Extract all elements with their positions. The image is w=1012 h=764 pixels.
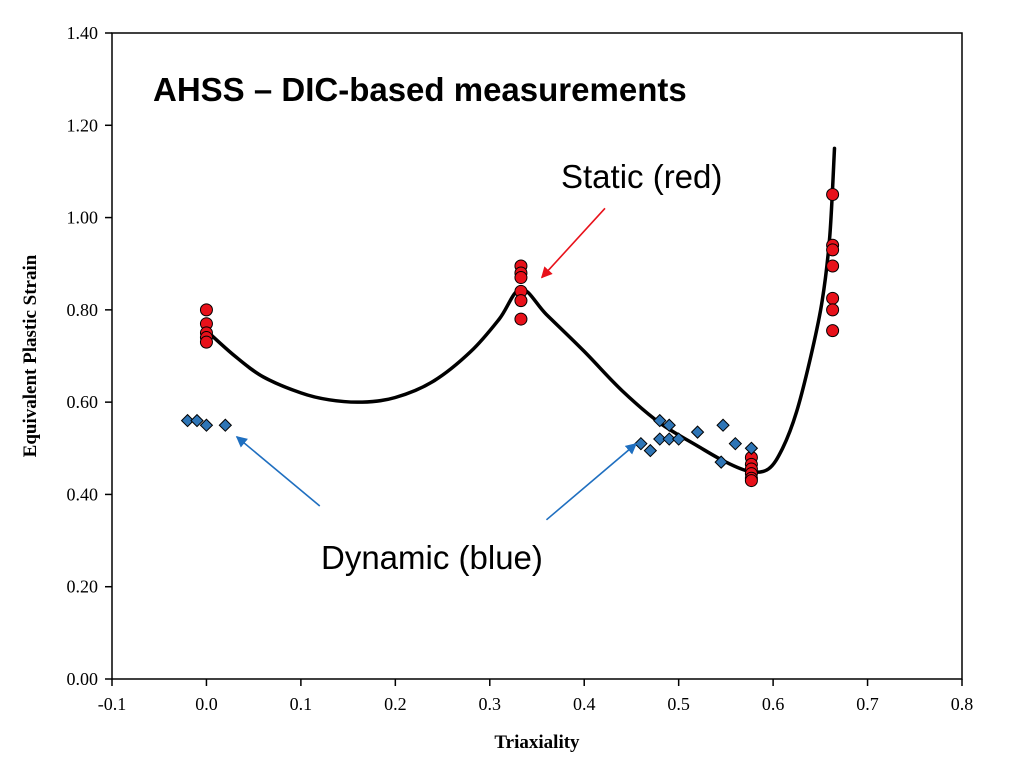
x-tick-label: 0.4 [573,694,596,714]
y-tick-label: 1.40 [67,23,99,43]
annotation-arrows [235,207,638,521]
y-axis-title: Equivalent Plastic Strain [20,254,41,457]
dynamic-data-point [653,432,667,446]
static-data-point [744,474,758,488]
dynamic-data-point [190,413,204,428]
fracture-locus-curve [204,146,837,474]
static-series [199,188,840,488]
static-data-point [826,303,840,317]
y-tick-label: 0.40 [67,484,99,504]
dynamic-data-point [744,441,759,455]
dynamic-data-point [662,432,676,446]
static-data-point [199,303,213,317]
x-tick-label: 0.2 [384,694,407,714]
x-tick-label: 0.0 [195,694,218,714]
annotation-static-label: Static (red) [561,158,722,195]
dynamic-data-point [714,455,728,469]
dynamic-data-point [728,436,743,451]
dynamic-series [180,413,759,469]
annotation-arrow-static [540,207,606,279]
static-data-point [199,335,213,349]
dynamic-data-point [218,418,233,432]
static-data-point [514,271,528,285]
x-axis-title: Triaxiality [494,732,580,753]
annotation-dynamic-label: Dynamic (blue) [321,539,543,576]
x-tick-label: 0.5 [667,694,690,714]
static-data-point [826,324,840,338]
static-data-point [826,188,840,201]
static-data-point [826,243,840,257]
x-tick-label: 0.7 [856,694,879,714]
dynamic-data-point [671,432,686,446]
x-tick-label: 0.1 [290,694,313,714]
x-axis-ticks: -0.1 0.0 0.1 0.2 0.3 0.4 0.5 0.6 0.7 0.8 [98,679,974,714]
dynamic-data-point [662,418,676,432]
y-tick-label: 0.20 [67,577,99,597]
annotation-arrow-dynamic [545,442,638,521]
static-data-point [826,259,840,273]
static-data-point [514,294,528,308]
static-data-point [826,291,840,305]
y-tick-label: 0.60 [67,392,99,412]
y-tick-label: 1.00 [67,208,99,228]
dynamic-data-point [653,413,667,428]
dynamic-data-point [199,418,214,432]
y-axis-ticks: 0.00 0.20 0.40 0.60 0.80 1.00 1.20 1.40 [67,23,112,689]
annotation-arrow-dynamic [235,436,321,507]
y-tick-label: 0.00 [67,669,99,689]
y-tick-label: 1.20 [67,115,99,135]
x-tick-label: 0.8 [951,694,974,714]
dynamic-data-point [180,413,195,428]
dynamic-data-point [690,425,705,439]
dynamic-data-point [716,418,730,432]
x-tick-label: -0.1 [98,694,127,714]
chart-title: AHSS – DIC-based measurements [153,71,687,108]
x-tick-label: 0.3 [479,694,502,714]
dynamic-data-point [634,436,648,451]
plot-area-frame [111,32,963,680]
dynamic-data-point [643,443,658,458]
static-data-point [514,312,528,326]
y-tick-label: 0.80 [67,300,99,320]
x-tick-label: 0.6 [762,694,785,714]
